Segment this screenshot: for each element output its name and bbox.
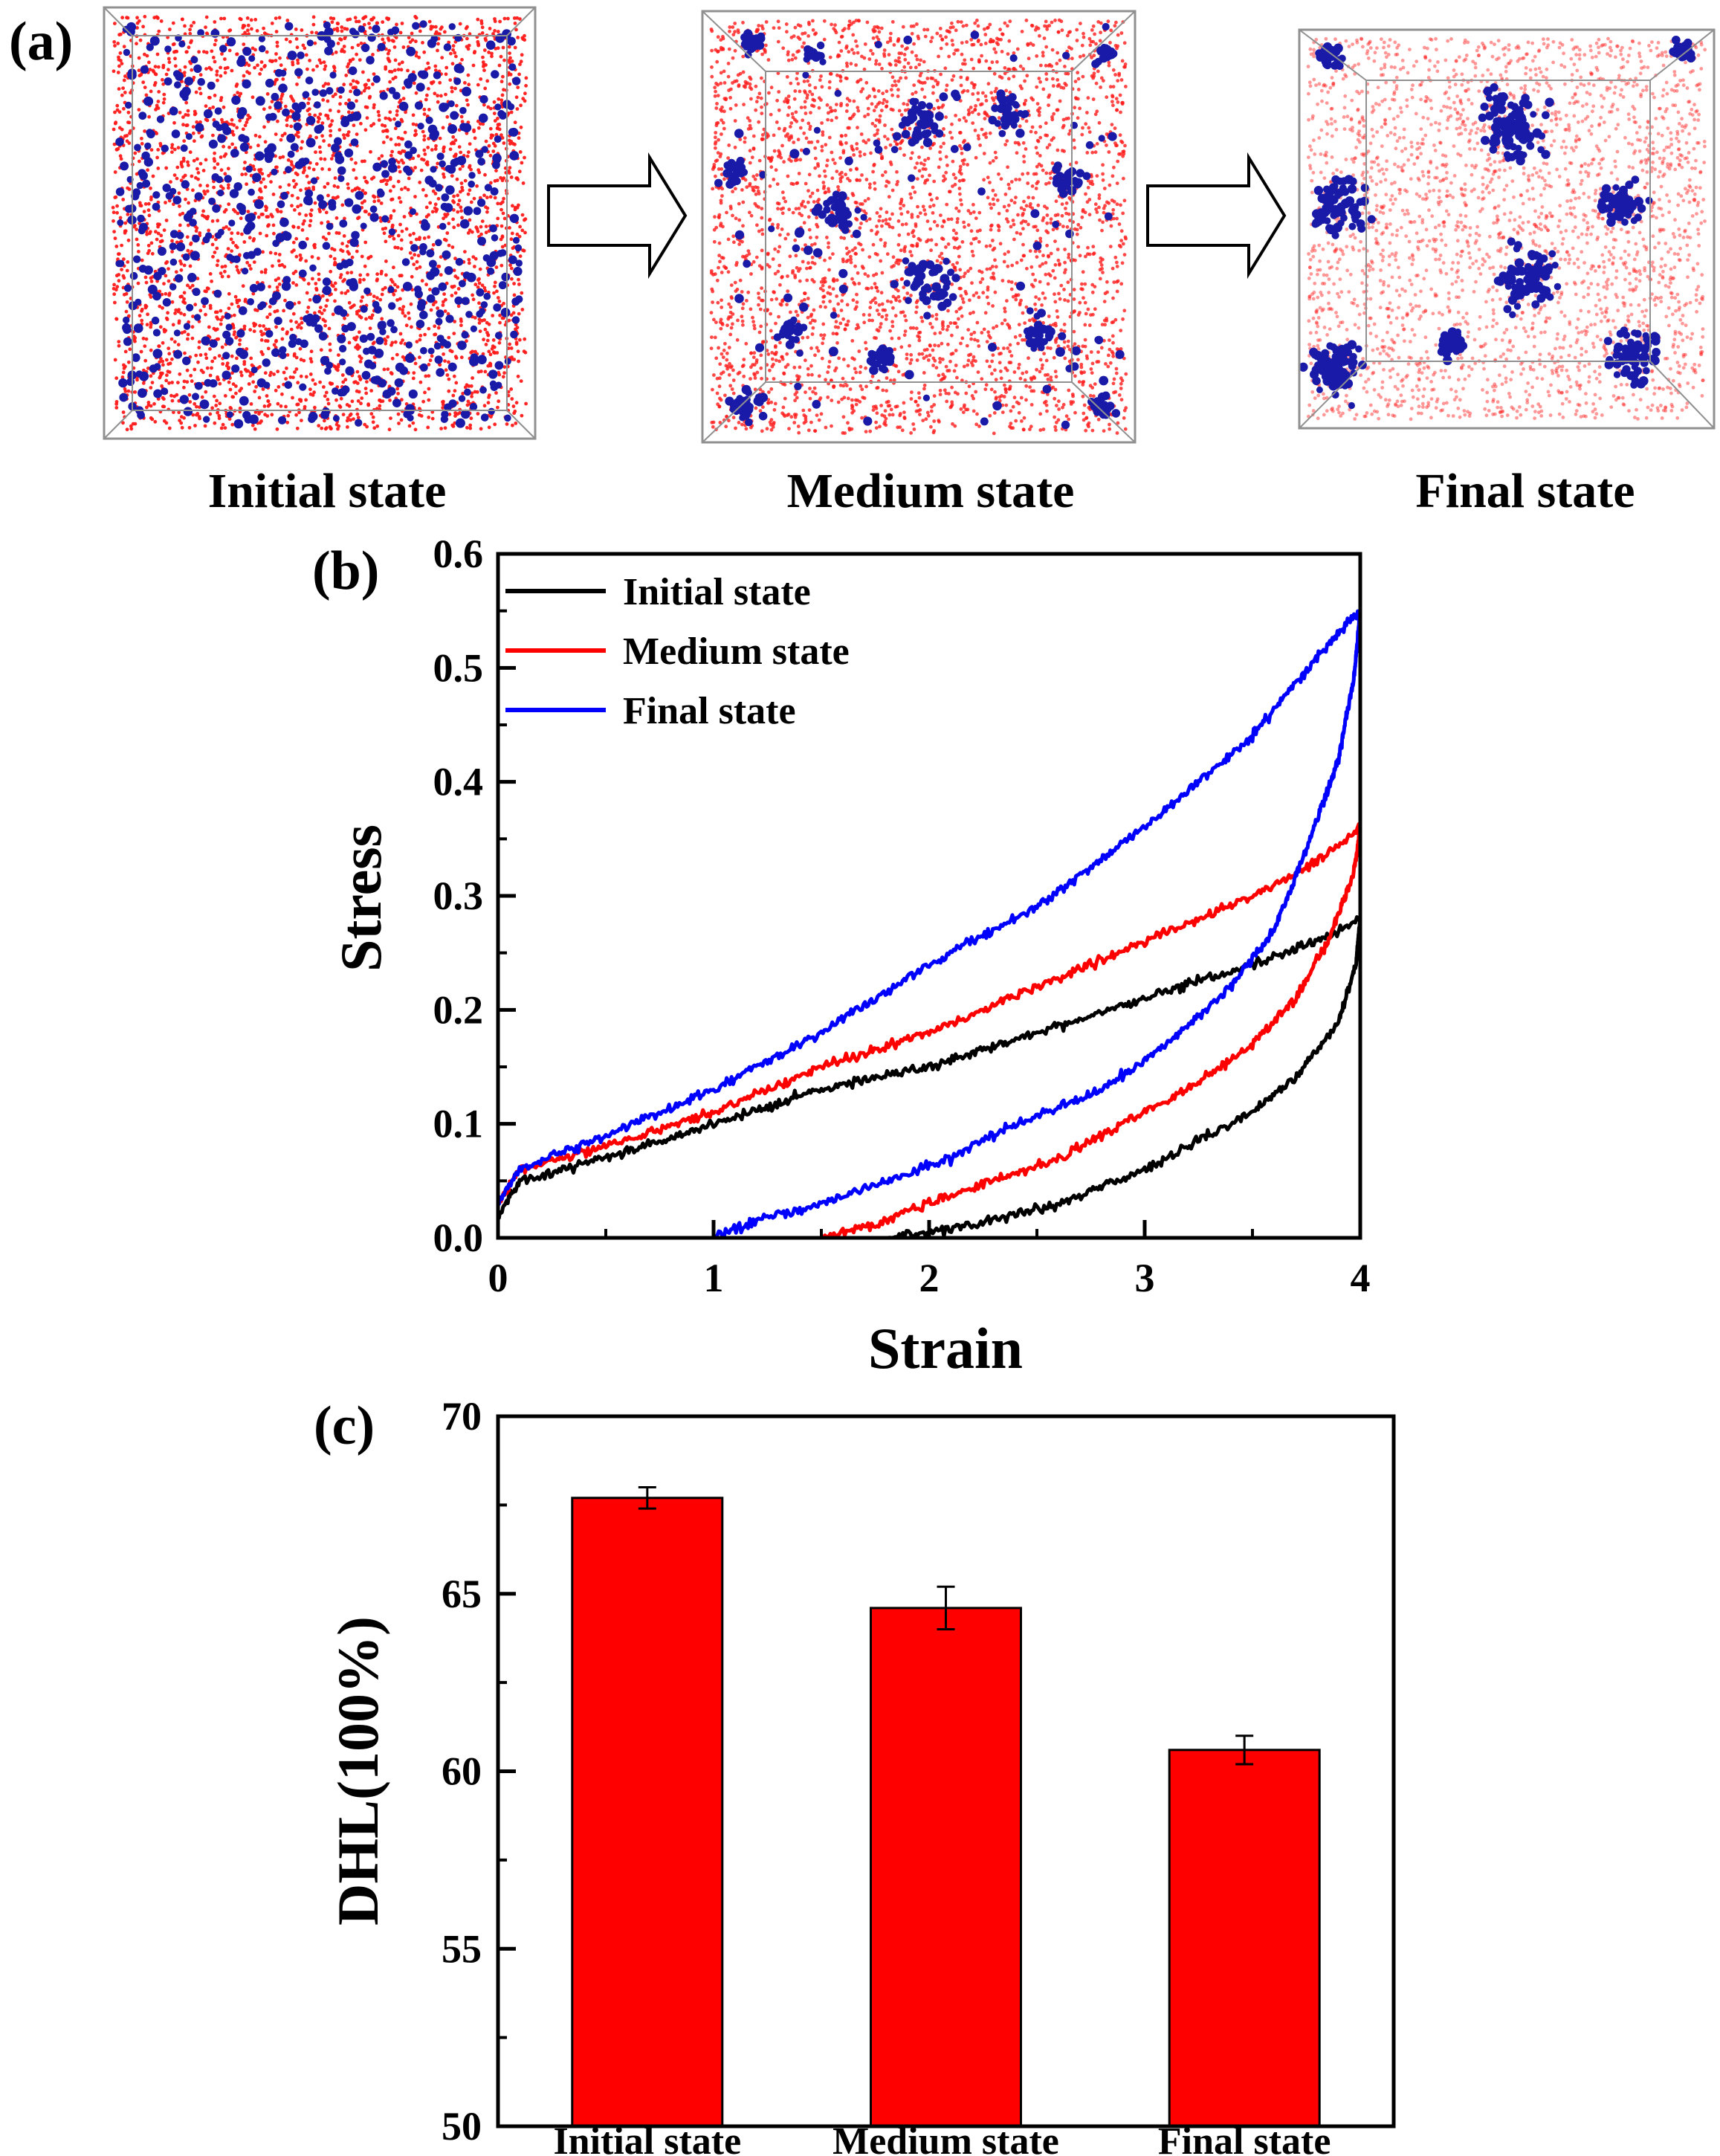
bar-final-state — [1168, 1749, 1321, 2128]
panel-c-label: (c) — [314, 1395, 375, 1456]
bar-initial-state — [571, 1497, 724, 2128]
simulation-box-final — [1298, 28, 1716, 430]
panel-a-label: (a) — [9, 11, 73, 72]
x-tick-label: 1 — [704, 1256, 724, 1300]
box-background — [104, 7, 535, 439]
x-category-label: Initial state — [553, 2120, 741, 2156]
series-final-state-loading — [497, 609, 1362, 1207]
y-tick-label: 0.4 — [433, 760, 484, 804]
legend-label: Final state — [623, 690, 796, 732]
panel-b-label: (b) — [312, 540, 379, 601]
y-tick-label: 0.3 — [433, 874, 484, 918]
simulation-box-initial — [103, 6, 537, 440]
series-medium-state-unloading — [821, 827, 1362, 1240]
y-tick-label: 50 — [442, 2104, 482, 2149]
legend-label: Initial state — [623, 571, 811, 613]
y-tick-label: 70 — [442, 1394, 482, 1439]
y-tick-label: 0.1 — [433, 1102, 484, 1146]
series-final-state-unloading — [713, 610, 1362, 1240]
legend-label: Medium state — [623, 630, 850, 673]
dhl-bar-chart: Initial state Medium state Final state 50 55… — [326, 1394, 1396, 2156]
y-tick-label: 60 — [442, 1749, 482, 1794]
caption-medium-state: Medium state — [787, 464, 1075, 518]
x-tick-label: 0 — [488, 1256, 508, 1300]
y-axis-title: Stress — [329, 824, 393, 972]
caption-final-state: Final state — [1415, 464, 1635, 518]
caption-initial-state: Initial state — [208, 464, 447, 518]
stress-strain-chart: 0 1 2 3 4 0.0 0.1 0.2 0.3 0.4 0.5 0.6 Strain Stress… — [329, 532, 1371, 1381]
box-wireframe — [103, 6, 537, 440]
y-tick-label: 65 — [442, 1572, 482, 1616]
y-tick-label: 0.5 — [433, 645, 484, 690]
bar-medium-state — [870, 1607, 1022, 2128]
series-medium-state-loading — [496, 822, 1362, 1204]
y-axis-title: DHL(100%) — [326, 1616, 390, 1926]
x-tick-label: 2 — [919, 1256, 940, 1300]
x-tick-label: 3 — [1135, 1256, 1155, 1300]
filler-particles — [1299, 36, 1696, 410]
filler-particles — [115, 20, 523, 429]
series-initial-state-unloading — [886, 917, 1362, 1240]
series-initial-state-loading — [496, 915, 1362, 1220]
simulation-box-medium — [701, 10, 1137, 444]
x-axis-title: Strain — [868, 1316, 1023, 1381]
y-tick-label: 55 — [442, 1926, 482, 1971]
box-wireframe — [701, 10, 1137, 444]
arrow-right-icon — [547, 152, 688, 280]
y-tick-label: 0.6 — [433, 532, 484, 576]
x-category-label: Medium state — [832, 2120, 1059, 2156]
y-tick-label: 0.2 — [433, 987, 484, 1032]
x-tick-label: 4 — [1351, 1256, 1371, 1300]
filler-particles — [714, 22, 1125, 430]
arrow-right-icon — [1146, 152, 1287, 280]
box-wireframe — [1298, 28, 1716, 430]
y-tick-label: 0.0 — [433, 1216, 484, 1260]
x-category-label: Final state — [1158, 2120, 1331, 2156]
